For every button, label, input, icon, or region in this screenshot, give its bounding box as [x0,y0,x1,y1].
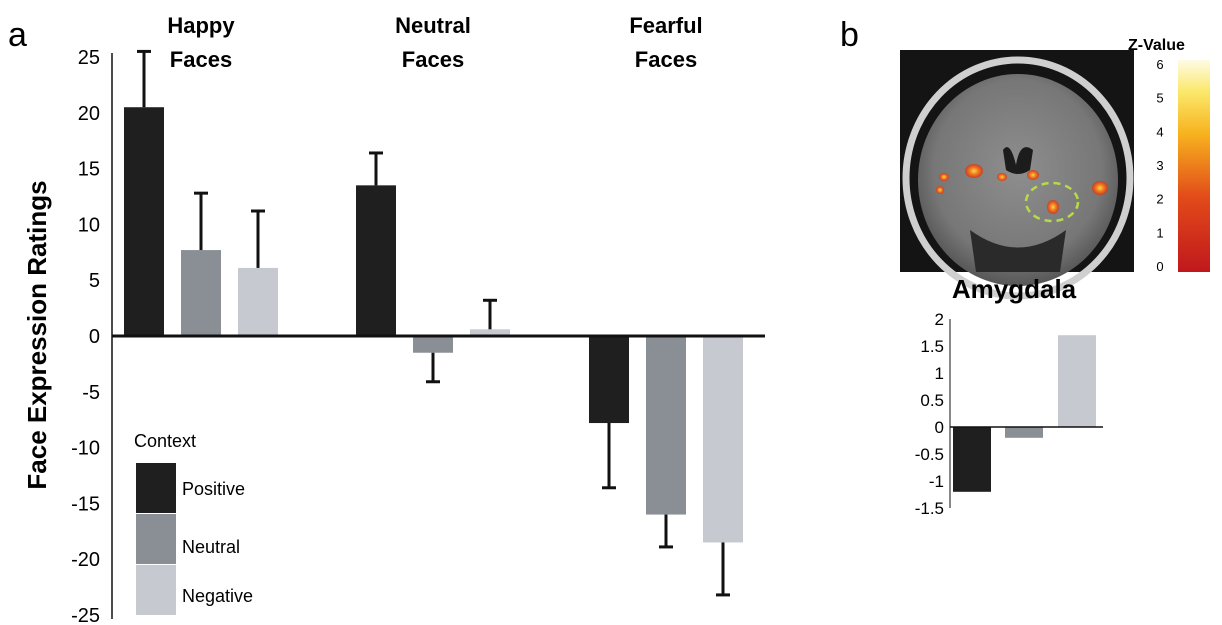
bar [1058,335,1096,427]
activation-cluster [1027,170,1039,180]
activation-cluster [965,164,983,178]
bar [589,336,629,424]
y-tick-label: 0.5 [920,391,944,410]
legend-label-negative: Negative [182,586,253,606]
category-label: Neutral [395,13,471,38]
y-tick-label: -1.5 [915,499,944,518]
error-bar [194,191,208,251]
bar [181,250,221,336]
legend-label-neutral: Neutral [182,537,240,557]
activation-cluster [1092,181,1108,195]
colorbar-tick-label: 2 [1156,192,1163,207]
legend-swatch-negative [136,565,176,615]
y-tick-label: 15 [78,159,100,181]
bar [413,336,453,353]
amygdala-bar-chart: 2 1.5 1 0.5 0 -0.5 -1 -1.5 [915,310,1103,518]
region-title: Amygdala [952,274,1077,304]
y-tick-label: 1 [935,364,944,383]
bar [356,185,396,336]
y-tick-label: 2 [935,310,944,329]
brain-scan-image [900,50,1134,300]
y-tick-label: 20 [78,103,100,125]
y-tick-label: -20 [71,549,100,571]
category-label: Faces [170,47,232,72]
colorbar-tick-label: 6 [1156,57,1163,72]
colorbar-tick-label: 1 [1156,225,1163,240]
y-tick-label: 5 [89,270,100,292]
colorbar-tick-label: 3 [1156,158,1163,173]
y-tick-label: 1.5 [920,337,944,356]
bars [953,335,1096,492]
activation-cluster [939,173,949,181]
category-labels: Happy Faces Neutral Faces Fearful Faces [167,13,702,72]
legend-swatch-positive [136,463,176,513]
legend-swatch-neutral [136,514,176,564]
error-bar [426,352,440,384]
bar [703,336,743,543]
legend: Context Positive Neutral Negative [134,431,253,615]
y-tick-label: -1 [929,472,944,491]
amygdala-activation [1047,200,1059,214]
colorbar-tick-label: 0 [1156,259,1163,274]
bar [1005,427,1043,438]
legend-title: Context [134,431,196,451]
y-tick-label: -25 [71,605,100,625]
y-tick-label: -5 [82,382,100,404]
bar [646,336,686,515]
colorbar-gradient [1178,60,1210,272]
error-bar [369,151,383,186]
activation-cluster [997,173,1007,181]
activation-cluster [936,186,944,194]
y-tick-label: 0 [935,418,944,437]
scalp-outline [902,56,1134,300]
category-label: Faces [402,47,464,72]
y-tick-label: -0.5 [915,445,944,464]
bar [953,427,991,492]
ventricles [1003,147,1033,174]
colorbar-tick-label: 4 [1156,124,1163,139]
error-bar [602,423,616,490]
error-bar [716,542,730,597]
bar [124,107,164,336]
colorbar-tick-label: 5 [1156,91,1163,106]
face-ratings-chart: Face Expression Ratings 25 20 15 10 5 0 -5 -10 -… [22,13,765,625]
panel-letter-b: b [840,16,859,54]
y-axis-ticks: 2 1.5 1 0.5 0 -0.5 -1 -1.5 [915,310,944,518]
category-label: Fearful [629,13,702,38]
colorbar: Z-Value 0 1 2 3 4 5 6 [1128,37,1210,274]
error-bar [251,209,265,268]
y-tick-label: -10 [71,438,100,460]
y-axis-label: Face Expression Ratings [22,180,52,489]
error-bar [659,514,673,549]
bar [238,267,278,336]
y-tick-label: 25 [78,47,100,69]
y-axis-ticks: 25 20 15 10 5 0 -5 -10 -15 -20 -25 [71,47,100,625]
error-bars [137,49,730,597]
y-tick-label: 0 [89,326,100,348]
error-bar [483,298,497,330]
brain-tissue [918,74,1118,286]
amygdala-highlight-circle [1024,181,1080,223]
colorbar-ticks: 0 1 2 3 4 5 6 [1156,57,1163,274]
bar [470,329,510,336]
category-label: Happy [167,13,235,38]
error-bar [137,49,151,108]
panel-letter-a: a [8,16,27,54]
y-tick-label: 10 [78,214,100,236]
brainstem-shadow [970,230,1066,272]
y-tick-label: -15 [71,493,100,515]
category-label: Faces [635,47,697,72]
bars [124,107,743,543]
colorbar-title: Z-Value [1128,37,1185,54]
legend-label-positive: Positive [182,479,245,499]
